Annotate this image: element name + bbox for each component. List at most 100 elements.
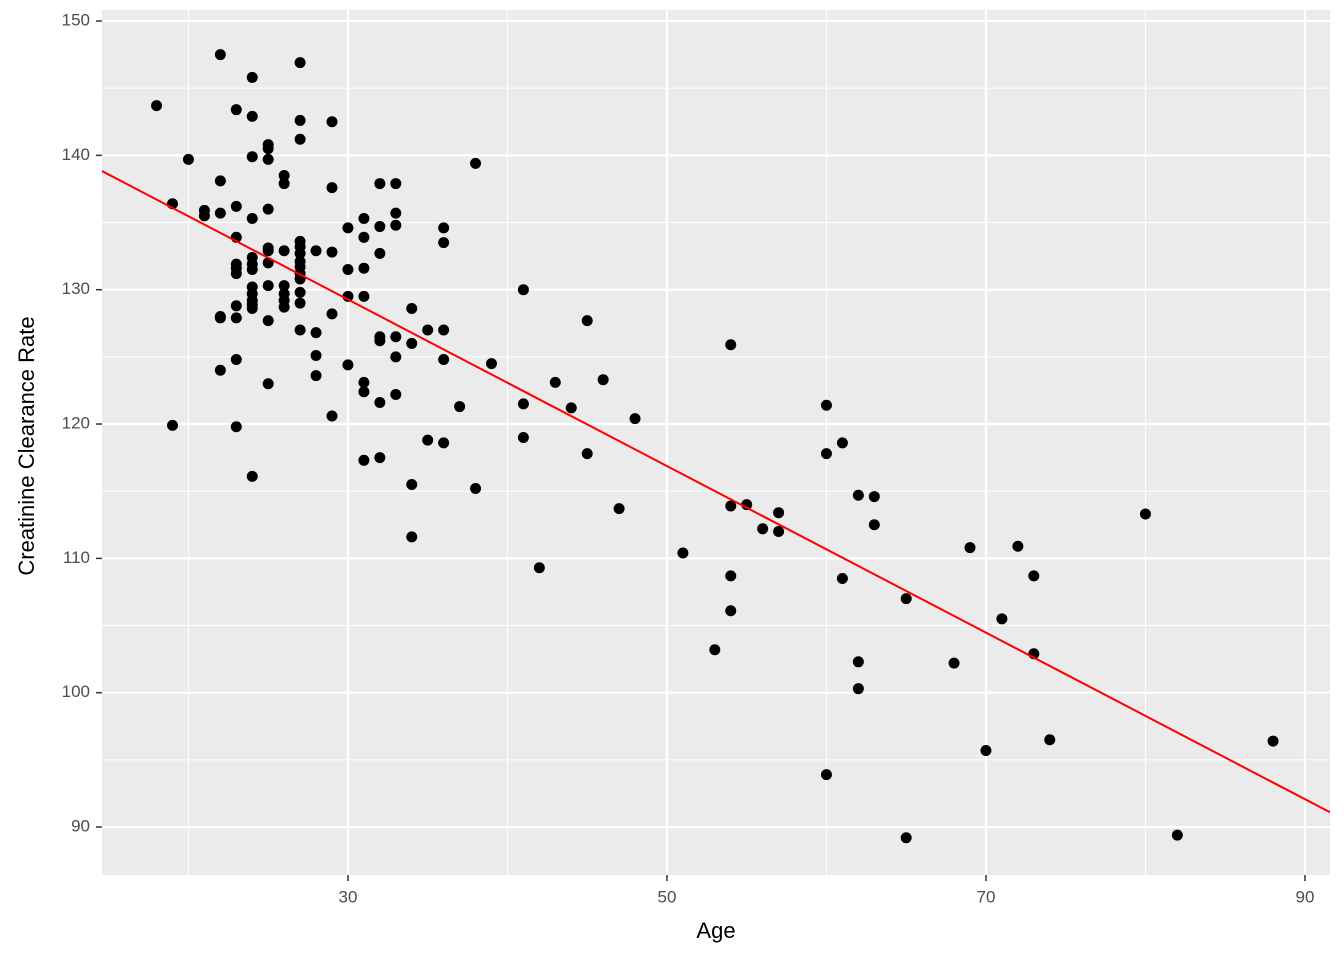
data-point	[1012, 540, 1024, 552]
data-point	[230, 312, 242, 324]
y-tick-label: 100	[62, 682, 90, 701]
data-point	[278, 301, 290, 313]
data-point	[198, 210, 210, 222]
data-point	[262, 143, 274, 155]
data-point	[852, 683, 864, 695]
data-point	[358, 290, 370, 302]
data-point	[454, 401, 466, 413]
data-point	[262, 153, 274, 165]
data-point	[246, 212, 258, 224]
data-point	[725, 570, 737, 582]
data-point	[214, 49, 226, 61]
data-point	[358, 262, 370, 274]
data-point	[358, 454, 370, 466]
data-point	[438, 437, 450, 449]
data-point	[1028, 570, 1040, 582]
x-tick-label: 70	[976, 887, 995, 906]
regression-line	[101, 170, 1331, 814]
data-point	[246, 264, 258, 276]
data-point	[1171, 829, 1183, 841]
data-point	[996, 613, 1008, 625]
data-point	[246, 110, 258, 122]
y-tick-label: 90	[71, 817, 90, 836]
data-point	[326, 246, 338, 258]
x-tick-label: 30	[338, 887, 357, 906]
data-point	[214, 207, 226, 219]
data-point	[390, 219, 402, 231]
data-point	[438, 237, 450, 249]
y-tick-label: 120	[62, 414, 90, 433]
data-point	[294, 297, 306, 309]
data-point	[486, 358, 498, 370]
data-point	[629, 413, 641, 425]
data-point	[773, 525, 785, 537]
data-point	[964, 542, 976, 554]
data-point	[374, 452, 386, 464]
data-point	[709, 644, 721, 656]
data-point	[246, 302, 258, 314]
data-point	[278, 245, 290, 257]
data-point	[406, 478, 418, 490]
data-point	[725, 605, 737, 617]
data-point	[342, 222, 354, 234]
data-point	[820, 399, 832, 411]
data-point	[390, 178, 402, 190]
data-point	[470, 157, 482, 169]
data-point	[230, 200, 242, 212]
data-point	[725, 339, 737, 351]
data-point	[278, 280, 290, 292]
data-point	[326, 410, 338, 422]
data-point	[470, 483, 482, 495]
data-point	[294, 114, 306, 126]
data-point	[422, 434, 434, 446]
data-point	[390, 351, 402, 363]
plot-panel	[102, 10, 1330, 875]
data-point	[182, 153, 194, 165]
data-point	[262, 245, 274, 257]
data-point	[230, 421, 242, 433]
data-point	[358, 386, 370, 398]
data-point	[517, 398, 529, 410]
data-point	[262, 203, 274, 215]
data-point	[342, 264, 354, 276]
data-point	[230, 354, 242, 366]
y-tick-label: 110	[63, 548, 90, 567]
data-point	[836, 573, 848, 585]
data-point	[230, 300, 242, 312]
data-point	[214, 312, 226, 324]
data-point	[852, 656, 864, 668]
data-point	[358, 376, 370, 388]
data-point	[900, 832, 912, 844]
data-point	[310, 350, 322, 362]
x-tick-label: 50	[657, 887, 676, 906]
data-point	[390, 207, 402, 219]
data-point	[533, 562, 545, 574]
data-point	[1139, 508, 1151, 520]
data-point	[246, 470, 258, 482]
data-point	[868, 519, 880, 531]
y-tick-label: 150	[62, 11, 90, 30]
data-point	[852, 489, 864, 501]
data-point	[246, 151, 258, 163]
data-point	[230, 268, 242, 280]
data-point	[278, 170, 290, 182]
data-point	[406, 531, 418, 543]
data-point	[358, 212, 370, 224]
data-point	[358, 231, 370, 243]
data-point	[374, 221, 386, 233]
data-point	[757, 523, 769, 535]
data-point	[549, 376, 561, 388]
data-point	[581, 448, 593, 460]
data-point	[294, 286, 306, 298]
data-point	[773, 507, 785, 519]
data-point	[390, 388, 402, 400]
data-point	[820, 448, 832, 460]
data-point	[262, 378, 274, 390]
data-point	[262, 280, 274, 292]
data-point	[310, 370, 322, 382]
data-point	[166, 419, 178, 431]
y-axis-title: Creatinine Clearance Rate	[14, 316, 39, 575]
data-point	[677, 547, 689, 559]
data-point	[868, 491, 880, 503]
